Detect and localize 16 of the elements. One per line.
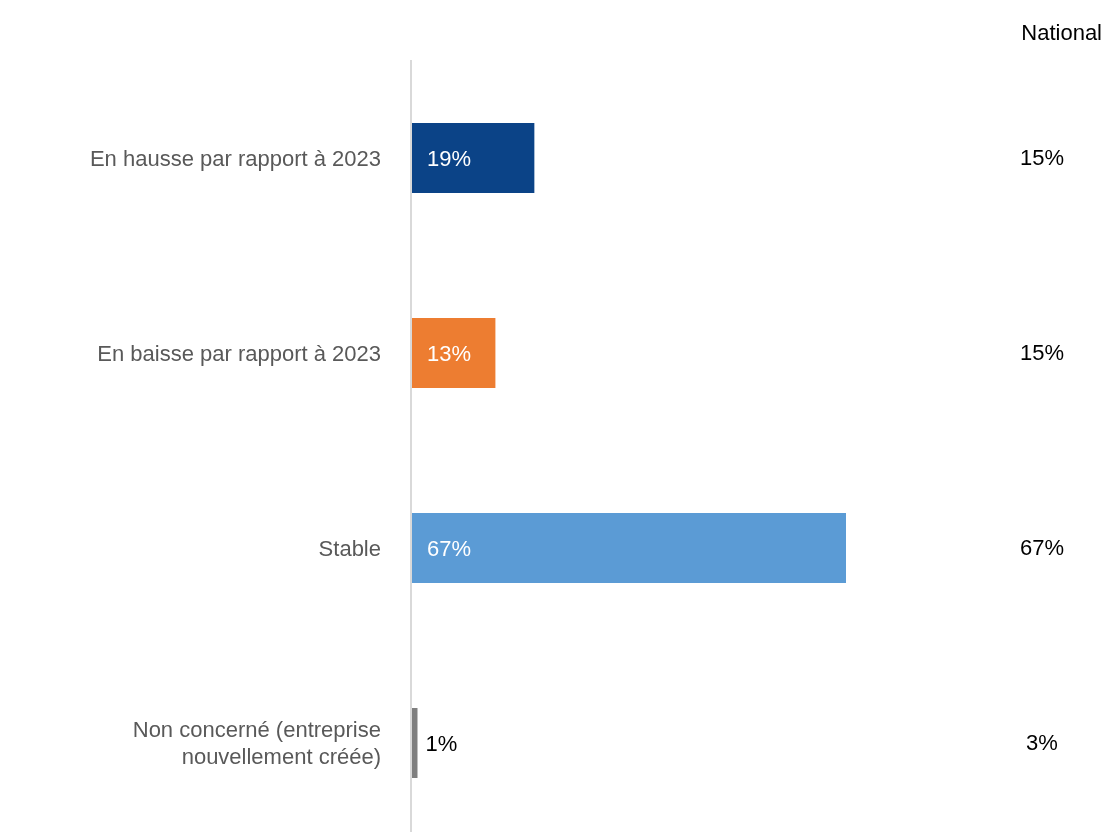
text: National — [1021, 20, 1102, 46]
data-label: 19% — [427, 146, 472, 171]
y-tick-label: En hausse par rapport à 2023 — [89, 145, 381, 171]
bar — [411, 318, 496, 388]
text: 15% — [1018, 338, 1065, 367]
text: 15% — [1018, 143, 1065, 172]
y-tick-label: Stable — [318, 535, 381, 561]
bar — [411, 123, 535, 193]
y-tick-label: En baisse par rapport à 2023 — [97, 340, 381, 366]
text: 3% — [1025, 728, 1059, 757]
bar — [411, 513, 846, 583]
data-label: 67% — [427, 536, 472, 561]
y-tick-label: Non concerné (entreprise nouvellement créée) — [132, 717, 381, 769]
data-label: 13% — [427, 341, 472, 366]
text: 67% — [1018, 533, 1065, 562]
data-label: 1% — [425, 731, 458, 756]
